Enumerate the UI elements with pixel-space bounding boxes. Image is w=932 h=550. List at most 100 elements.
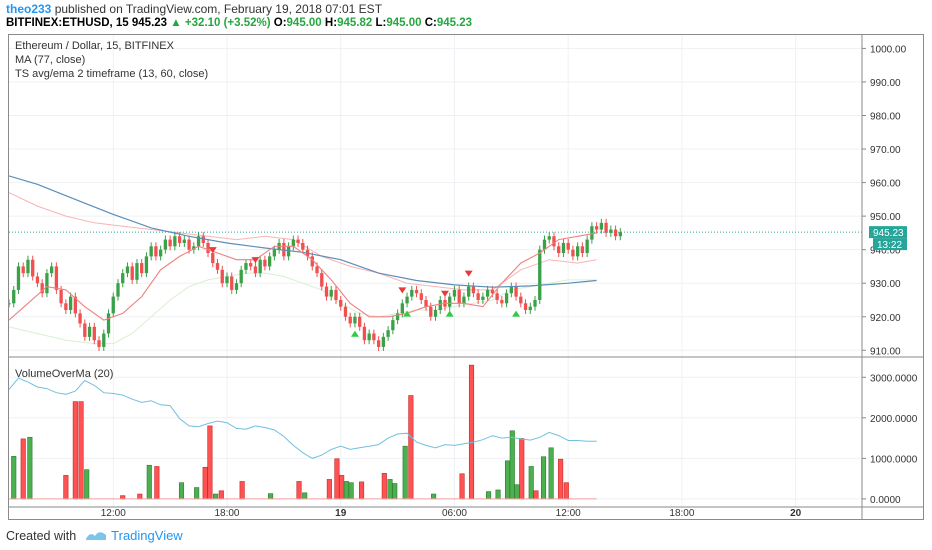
candle-body bbox=[476, 293, 480, 300]
candle-body bbox=[78, 313, 82, 324]
volume-bar bbox=[137, 493, 143, 500]
candle-body bbox=[386, 330, 390, 337]
candle-body bbox=[68, 296, 73, 311]
candle-body bbox=[192, 246, 196, 250]
candle-body bbox=[561, 242, 566, 254]
candle-body bbox=[495, 293, 499, 300]
candle-body bbox=[599, 222, 604, 230]
volume-tick-label: 3000.0000 bbox=[870, 373, 918, 384]
candle-body bbox=[154, 246, 158, 257]
sell-signal-marker bbox=[464, 270, 473, 277]
ma-77-line bbox=[8, 175, 597, 288]
candle-body bbox=[135, 263, 139, 280]
volume-bar bbox=[359, 481, 365, 500]
candle-body bbox=[83, 323, 87, 337]
legend-volume: VolumeOverMa (20) bbox=[15, 368, 113, 380]
candle-body bbox=[35, 276, 40, 284]
candle-body bbox=[533, 299, 537, 307]
volume-bar bbox=[239, 481, 245, 500]
candle-body bbox=[173, 236, 177, 247]
candle-body bbox=[31, 259, 35, 277]
candle-body bbox=[362, 326, 367, 341]
price-tick-label: 940.00 bbox=[870, 246, 901, 257]
candle-body bbox=[329, 289, 333, 297]
candle-body bbox=[339, 299, 343, 307]
candle-body bbox=[291, 239, 295, 247]
candle-body bbox=[182, 239, 186, 243]
volume-bar bbox=[202, 466, 208, 500]
time-tick-label: 06:00 bbox=[442, 508, 467, 519]
volume-bar bbox=[84, 469, 90, 500]
volume-bar bbox=[558, 458, 564, 500]
last-price-badge-text: 945.23 bbox=[873, 228, 904, 239]
volume-bar bbox=[334, 458, 340, 500]
candle-body bbox=[358, 316, 362, 327]
ema-line bbox=[8, 232, 597, 321]
candle-body bbox=[7, 303, 11, 305]
volume-bar bbox=[178, 482, 185, 500]
candle-body bbox=[552, 236, 556, 247]
countdown-badge-text: 13:22 bbox=[877, 240, 902, 251]
candle-body bbox=[514, 286, 518, 297]
candle-body bbox=[485, 289, 490, 297]
candle-body bbox=[49, 266, 54, 274]
price-tick-label: 1000.00 bbox=[870, 44, 907, 55]
candle-body bbox=[121, 273, 125, 284]
candle-body bbox=[523, 303, 528, 311]
volume-bar bbox=[392, 483, 398, 500]
candle-body bbox=[372, 333, 376, 341]
candle-body bbox=[315, 266, 319, 274]
author-link[interactable]: theo233 bbox=[6, 2, 52, 16]
volume-bar bbox=[514, 484, 520, 500]
candle-body bbox=[12, 289, 16, 304]
candle-body bbox=[301, 242, 305, 250]
candle-body bbox=[201, 236, 205, 243]
volume-bar bbox=[402, 445, 408, 500]
axes: 1000.00 990.00 980.00 970.00 960.00 950.00 940… bbox=[9, 35, 923, 519]
candle-body bbox=[168, 239, 172, 247]
candle-body bbox=[519, 296, 523, 304]
candle-body bbox=[613, 229, 618, 237]
price-change: +32.10 (+3.52%) bbox=[184, 17, 271, 29]
candle-body bbox=[433, 310, 438, 317]
volume-bar bbox=[548, 447, 554, 500]
candle-body bbox=[267, 256, 272, 267]
candle-body bbox=[348, 316, 352, 324]
footer: Created with TradingView bbox=[6, 528, 183, 543]
publish-info: theo233 published on TradingView.com, Fe… bbox=[6, 2, 382, 16]
volume-bar bbox=[146, 464, 152, 500]
candle-body bbox=[258, 259, 262, 274]
candle-body bbox=[125, 266, 130, 274]
candle-body bbox=[334, 289, 338, 300]
candle-body bbox=[367, 333, 371, 341]
volume-bar bbox=[343, 481, 349, 500]
volume-bar bbox=[218, 490, 224, 500]
volume-bar bbox=[381, 473, 387, 500]
created-with-text: Created with bbox=[6, 529, 77, 543]
volume-bar bbox=[468, 364, 475, 500]
chart-canvas[interactable]: 1000.00 990.00 980.00 970.00 960.00 950.00 940… bbox=[7, 35, 923, 519]
price-tick-label: 920.00 bbox=[870, 313, 901, 324]
candle-body bbox=[509, 286, 513, 294]
candle-body bbox=[580, 246, 585, 254]
candle-body bbox=[343, 306, 348, 317]
brand-name[interactable]: TradingView bbox=[111, 528, 183, 543]
volume-bar bbox=[207, 425, 213, 500]
candle-body bbox=[54, 266, 59, 290]
countdown-badge bbox=[873, 238, 907, 251]
volume-bar bbox=[27, 436, 33, 500]
volume-bar bbox=[486, 491, 492, 500]
volume-bar bbox=[563, 482, 569, 500]
candle-body bbox=[21, 266, 25, 274]
volume-bar bbox=[78, 401, 84, 500]
volume-tick-label: 0.0000 bbox=[870, 495, 901, 506]
price-badges: 945.23 13:22 bbox=[869, 226, 907, 251]
candle-body bbox=[320, 273, 324, 287]
candle-body bbox=[566, 242, 570, 250]
volume-bar bbox=[533, 490, 539, 500]
candle-body bbox=[106, 313, 111, 334]
sell-signal-marker bbox=[440, 290, 449, 297]
last-price: 945.23 bbox=[131, 17, 168, 29]
chart-frame: 1000.00 990.00 980.00 970.00 960.00 950.00 940… bbox=[7, 34, 924, 520]
candle-body bbox=[414, 289, 419, 294]
